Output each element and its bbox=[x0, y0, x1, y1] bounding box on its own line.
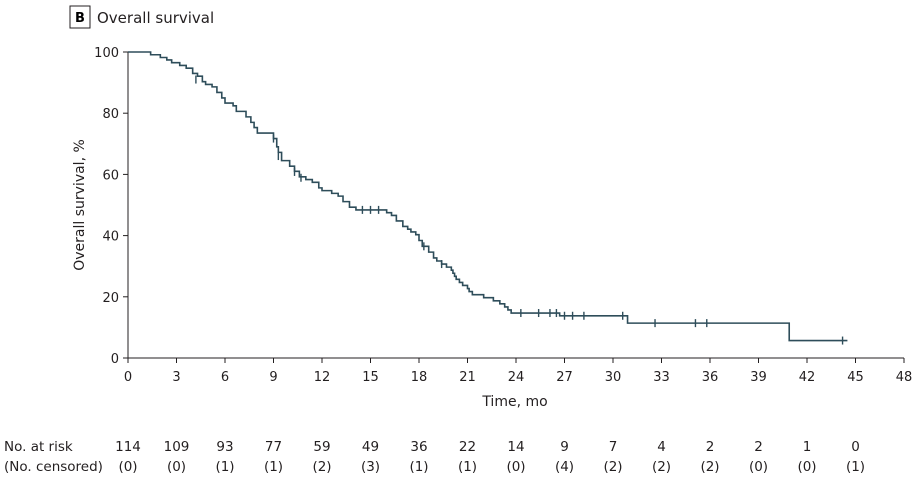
risk-row-label-at-risk: No. at risk bbox=[4, 439, 73, 455]
censored-count: (1) bbox=[264, 459, 283, 475]
y-tick-label: 40 bbox=[102, 230, 119, 245]
y-tick-label: 20 bbox=[102, 291, 119, 306]
at-risk-count: 22 bbox=[459, 439, 476, 455]
censored-count: (2) bbox=[652, 459, 671, 475]
x-tick-label: 33 bbox=[653, 370, 670, 385]
x-tick-label: 12 bbox=[314, 370, 331, 385]
at-risk-count: 7 bbox=[609, 439, 618, 455]
x-tick-label: 3 bbox=[172, 370, 180, 385]
censored-count: (0) bbox=[797, 459, 816, 475]
at-risk-count: 36 bbox=[410, 439, 427, 455]
at-risk-count: 109 bbox=[164, 439, 190, 455]
x-tick-label: 39 bbox=[750, 370, 767, 385]
censored-count: (4) bbox=[555, 459, 574, 475]
x-tick-label: 21 bbox=[459, 370, 476, 385]
at-risk-count: 77 bbox=[265, 439, 282, 455]
censored-count: (1) bbox=[215, 459, 234, 475]
x-tick-label: 27 bbox=[556, 370, 573, 385]
censored-count: (1) bbox=[409, 459, 428, 475]
x-tick-label: 48 bbox=[896, 370, 913, 385]
x-tick-label: 9 bbox=[269, 370, 277, 385]
survival-curve-line bbox=[128, 51, 848, 342]
x-axis-title: Time, mo bbox=[481, 394, 547, 410]
censored-count: (2) bbox=[700, 459, 719, 475]
axes: 0 3 6 9 12 15 18 21 24 27 30 33 36 39 42 45 480204060801… bbox=[94, 46, 912, 385]
y-tick-label: 0 bbox=[111, 352, 119, 367]
risk-row-label-censored: (No. censored) bbox=[4, 459, 103, 475]
x-tick-label: 24 bbox=[508, 370, 525, 385]
survival-curve-group bbox=[128, 51, 848, 342]
at-risk-count: 93 bbox=[216, 439, 233, 455]
censored-count: (3) bbox=[361, 459, 380, 475]
censored-count: (0) bbox=[167, 459, 186, 475]
x-tick-label: 6 bbox=[221, 370, 229, 385]
censored-count: (2) bbox=[603, 459, 622, 475]
y-tick-label: 60 bbox=[102, 168, 119, 183]
censor-marks-group bbox=[195, 75, 844, 345]
at-risk-count: 114 bbox=[115, 439, 141, 455]
x-tick-label: 30 bbox=[605, 370, 622, 385]
at-risk-count: 59 bbox=[313, 439, 330, 455]
censored-count: (2) bbox=[312, 459, 331, 475]
at-risk-count: 4 bbox=[657, 439, 666, 455]
at-risk-count: 1 bbox=[803, 439, 812, 455]
censored-count: (0) bbox=[118, 459, 137, 475]
panel-label: B bbox=[75, 11, 85, 26]
censored-count: (0) bbox=[749, 459, 768, 475]
censored-count: (1) bbox=[458, 459, 477, 475]
x-tick-label: 18 bbox=[411, 370, 428, 385]
y-tick-label: 100 bbox=[94, 46, 119, 61]
censored-count: (0) bbox=[506, 459, 525, 475]
at-risk-count: 49 bbox=[362, 439, 379, 455]
at-risk-count: 9 bbox=[560, 439, 569, 455]
panel-badge-box bbox=[69, 5, 91, 29]
at-risk-count: 2 bbox=[706, 439, 715, 455]
at-risk-count: 0 bbox=[851, 439, 860, 455]
x-tick-label: 0 bbox=[124, 370, 132, 385]
panel-badge: B bbox=[69, 5, 91, 29]
x-tick-label: 36 bbox=[702, 370, 719, 385]
x-tick-label: 15 bbox=[362, 370, 379, 385]
x-tick-label: 42 bbox=[799, 370, 816, 385]
censored-count: (1) bbox=[846, 459, 865, 475]
y-tick-label: 80 bbox=[102, 107, 119, 122]
x-tick-label: 45 bbox=[847, 370, 864, 385]
at-risk-count: 2 bbox=[754, 439, 763, 455]
y-axis-title: Overall survival, % bbox=[72, 139, 88, 271]
risk-table: No. at risk (No. censored) 114(0)109(0)9… bbox=[4, 439, 865, 475]
at-risk-count: 14 bbox=[507, 439, 524, 455]
chart-title: Overall survival bbox=[97, 9, 214, 27]
